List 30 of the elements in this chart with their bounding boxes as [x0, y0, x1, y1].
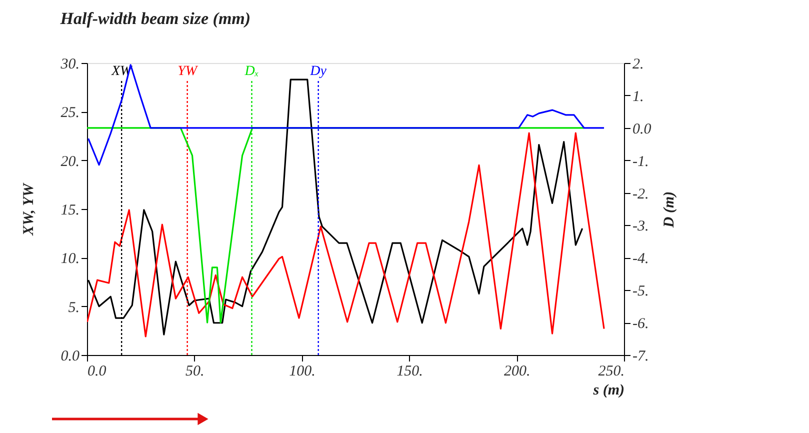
x-tick-label: 200. — [504, 364, 530, 380]
y-tick-label: 15. — [60, 202, 80, 218]
y2-tick-label: -7. — [632, 348, 649, 364]
ref-line-label: YW — [178, 64, 198, 79]
x-tick-label: 100. — [289, 364, 316, 380]
x-axis-title: s (m) — [592, 382, 624, 398]
y2-tick-label: 0.0 — [632, 121, 652, 138]
y2-tick-label: -3. — [632, 218, 649, 235]
ref-line-label: Dy — [309, 64, 328, 79]
x-tick-label: 50. — [186, 364, 204, 380]
y2-tick-label: 2. — [632, 56, 644, 72]
y-tick-label: 20. — [60, 154, 80, 170]
y2-tick-label: 1. — [632, 88, 644, 105]
y2-tick-label: -4. — [632, 251, 649, 268]
ref-line-label: Dₓ — [244, 64, 259, 79]
y2-tick-label: -1. — [632, 154, 649, 170]
x-tick-label: 250. — [598, 364, 624, 380]
y2-tick-label: -2. — [632, 186, 649, 202]
y-tick-label: 30. — [60, 56, 80, 72]
y-tick-label: 0.0 — [60, 348, 80, 364]
y-tick-label: 10. — [60, 251, 80, 268]
y2-tick-label: -6. — [632, 316, 649, 332]
y2-axis-title: D (m) — [661, 191, 678, 229]
x-tick-label: 0.0 — [88, 364, 107, 380]
y-tick-label: 25. — [60, 105, 80, 122]
x-tick-label: 150. — [396, 364, 423, 380]
y-axis-title: XW, YW — [20, 182, 37, 236]
y2-tick-label: -5. — [632, 284, 649, 300]
y-tick-label: 5. — [68, 300, 80, 316]
chart-title: Half-width beam size (mm) — [59, 9, 251, 28]
